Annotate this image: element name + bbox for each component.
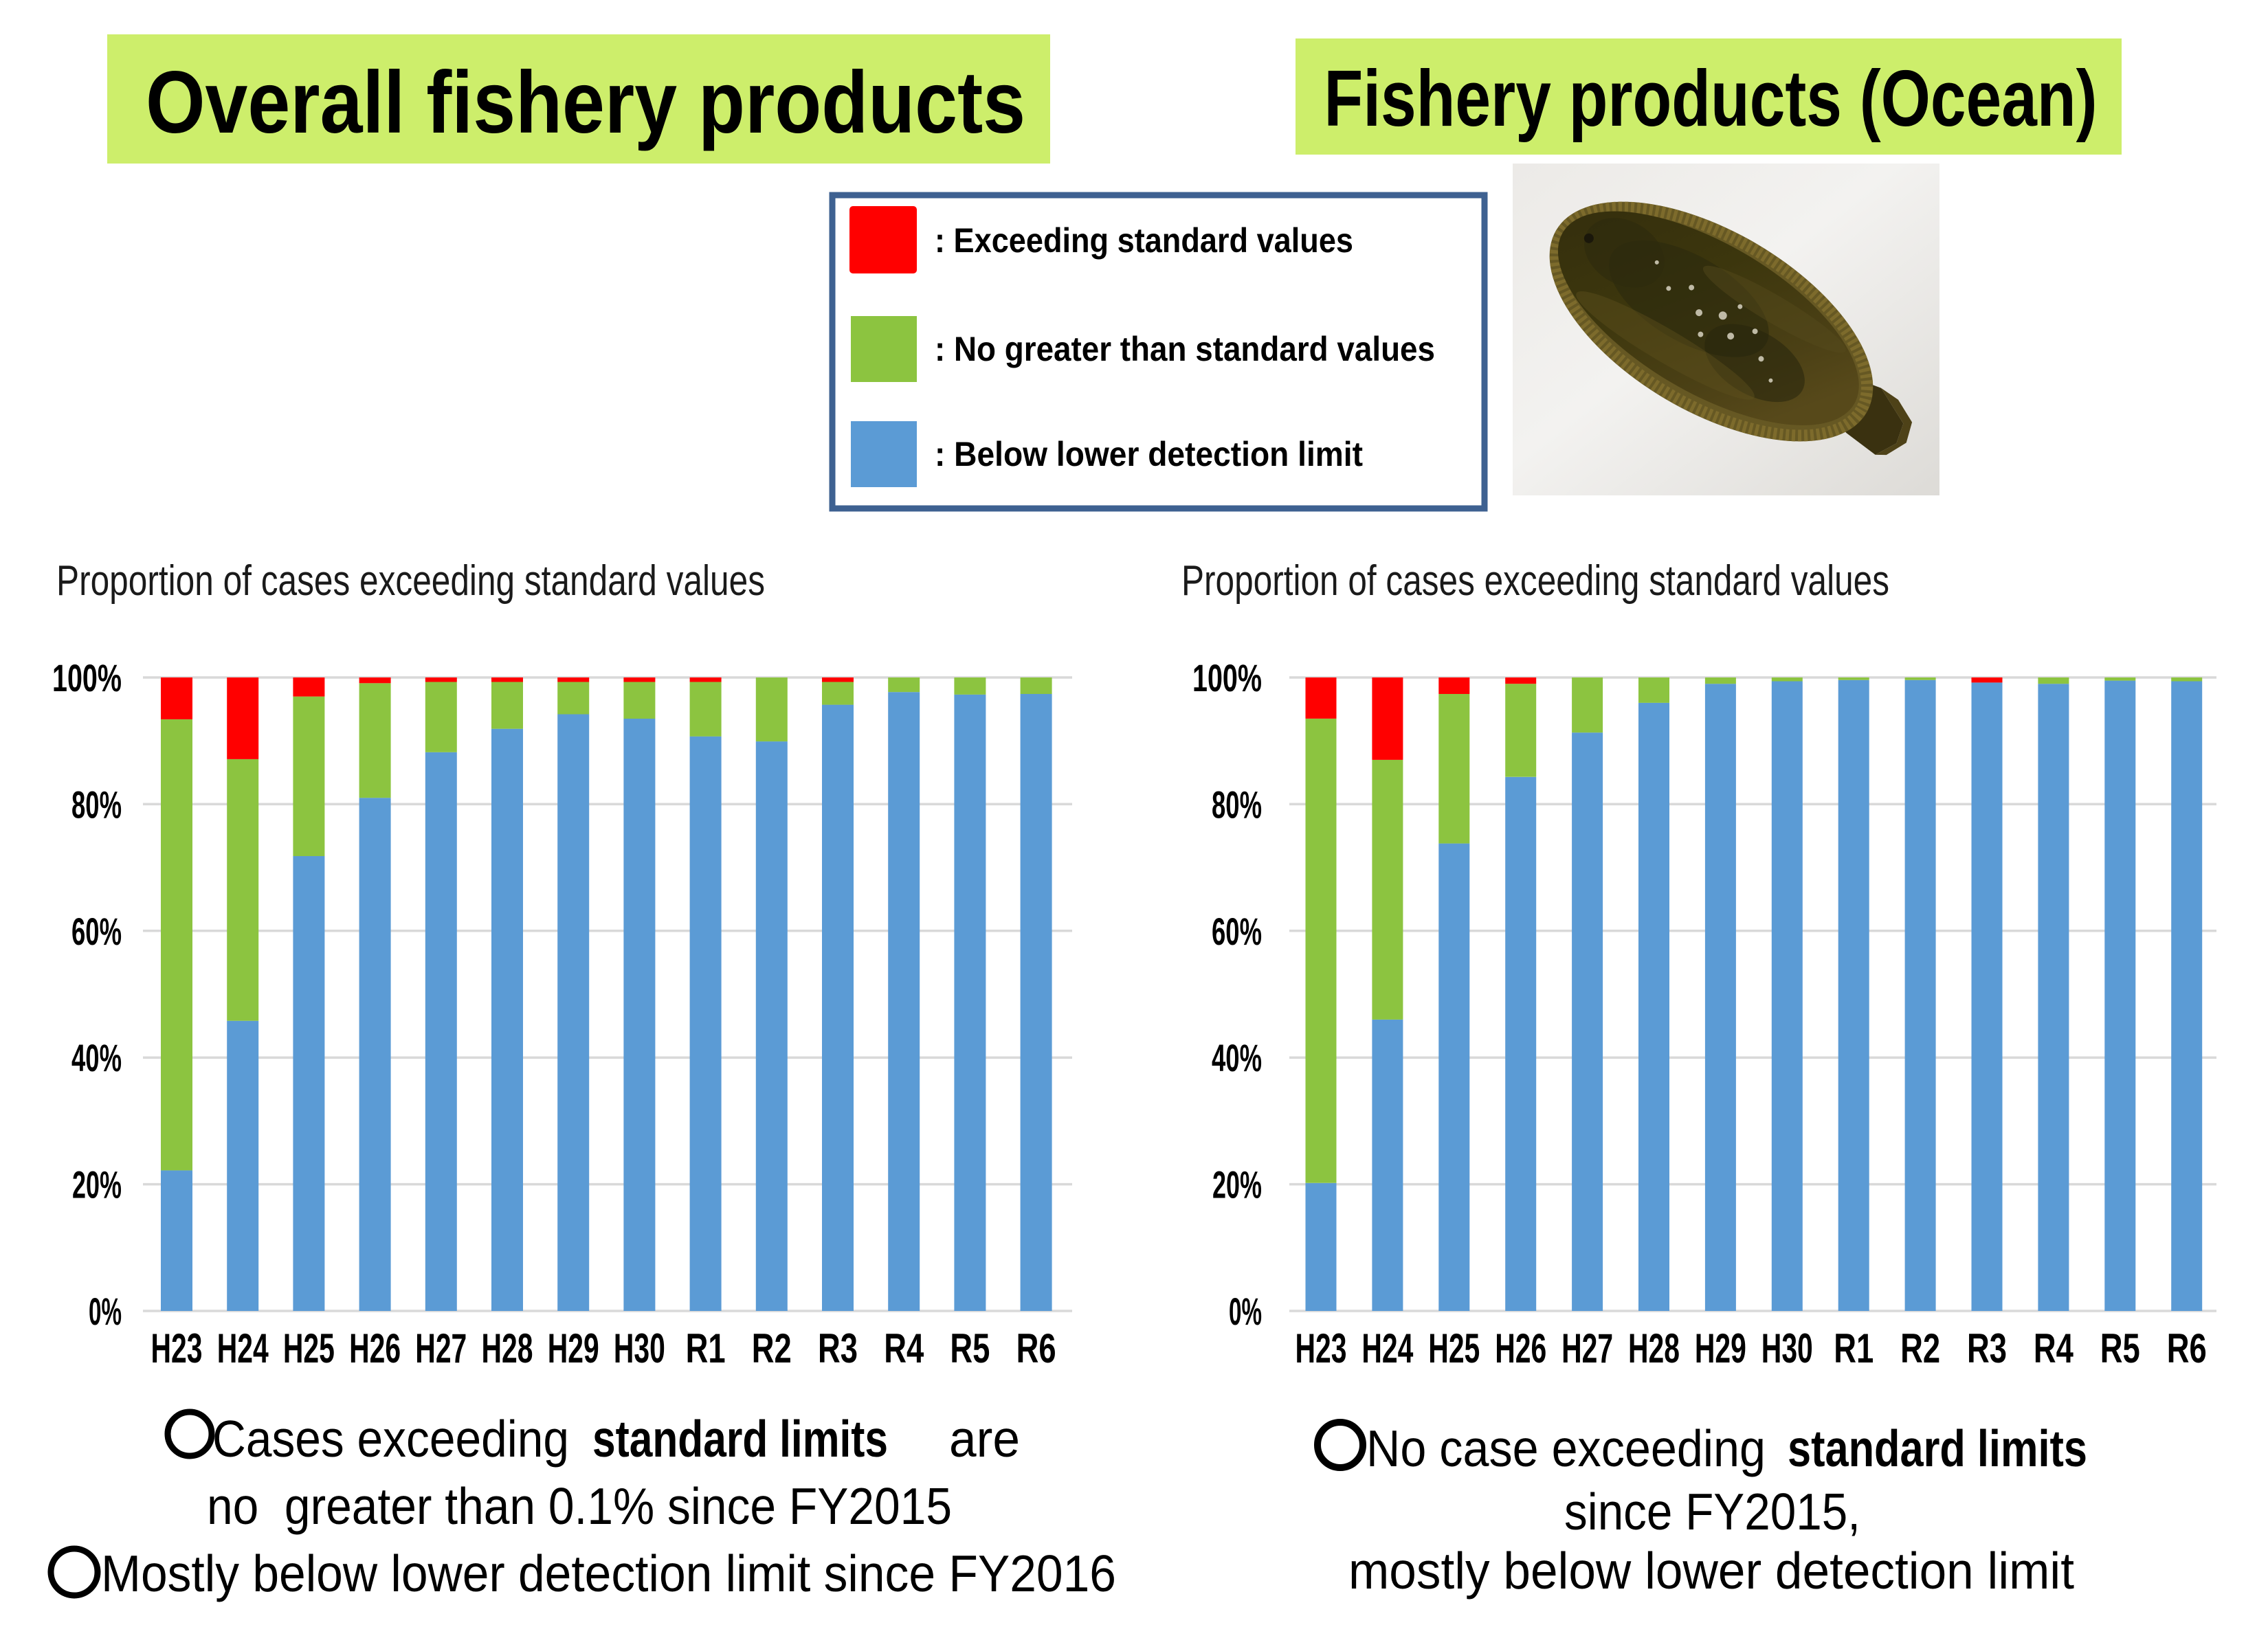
- svg-text:H24: H24: [1361, 1325, 1413, 1371]
- svg-text:since FY2015,: since FY2015,: [1564, 1483, 1860, 1540]
- svg-text:: Exceeding standard values: : Exceeding standard values: [935, 221, 1353, 260]
- svg-text:40%: 40%: [1212, 1036, 1262, 1079]
- svg-text:Mostly below lower detection l: Mostly below lower detection limit since…: [101, 1545, 1116, 1602]
- svg-text:R1: R1: [1834, 1325, 1874, 1371]
- svg-text:Proportion of cases exceeding: Proportion of cases exceeding standard v…: [56, 557, 765, 605]
- svg-text:H28: H28: [482, 1325, 533, 1371]
- svg-text:R6: R6: [1016, 1325, 1056, 1371]
- svg-text:0%: 0%: [1229, 1290, 1262, 1333]
- svg-text:H30: H30: [614, 1325, 665, 1371]
- svg-text:H28: H28: [1628, 1325, 1680, 1371]
- svg-text:20%: 20%: [1212, 1163, 1262, 1207]
- svg-text:R5: R5: [2100, 1325, 2140, 1371]
- svg-text:no greater than 0.1% since FY: no greater than 0.1% since FY2015: [207, 1477, 952, 1535]
- svg-text:80%: 80%: [71, 783, 122, 826]
- svg-text:mostly below lower detection l: mostly below lower detection limit: [1348, 1542, 2074, 1600]
- svg-text:R3: R3: [1967, 1325, 2007, 1371]
- svg-text:40%: 40%: [71, 1036, 122, 1079]
- svg-text:H23: H23: [151, 1325, 203, 1371]
- svg-text:H30: H30: [1761, 1325, 1813, 1371]
- svg-text:are: are: [949, 1410, 1020, 1468]
- svg-text:Overall fishery products: Overall fishery products: [146, 54, 1025, 152]
- svg-text:R3: R3: [818, 1325, 858, 1371]
- svg-text:Cases exceeding: Cases exceeding: [212, 1410, 569, 1468]
- svg-text:100%: 100%: [1192, 656, 1262, 699]
- svg-text:100%: 100%: [52, 656, 122, 699]
- svg-text:R1: R1: [686, 1325, 726, 1371]
- svg-text:H26: H26: [349, 1325, 401, 1371]
- svg-text:H29: H29: [1695, 1325, 1746, 1371]
- svg-text:H27: H27: [1561, 1325, 1613, 1371]
- svg-text:0%: 0%: [89, 1290, 122, 1333]
- svg-text:No case exceeding: No case exceeding: [1366, 1420, 1766, 1477]
- svg-text:R4: R4: [2034, 1325, 2074, 1371]
- svg-text:60%: 60%: [1212, 910, 1262, 953]
- svg-text:Proportion of cases exceeding: Proportion of cases exceeding standard v…: [1181, 557, 1889, 605]
- svg-text:standard limits: standard limits: [1788, 1420, 2087, 1477]
- svg-text:R5: R5: [950, 1325, 990, 1371]
- svg-text:H26: H26: [1495, 1325, 1546, 1371]
- svg-text:H25: H25: [1428, 1325, 1480, 1371]
- svg-text:H25: H25: [283, 1325, 335, 1371]
- svg-text:H24: H24: [217, 1325, 269, 1371]
- svg-text:: No greater than standard val: : No greater than standard values: [935, 330, 1435, 368]
- svg-text:H27: H27: [415, 1325, 467, 1371]
- svg-text:80%: 80%: [1212, 783, 1262, 826]
- svg-text:H29: H29: [548, 1325, 599, 1371]
- svg-text:R4: R4: [884, 1325, 924, 1371]
- svg-text:20%: 20%: [72, 1163, 122, 1207]
- svg-text:: Below lower detection limit: : Below lower detection limit: [935, 435, 1363, 473]
- svg-text:standard limits: standard limits: [592, 1410, 888, 1468]
- svg-text:R6: R6: [2167, 1325, 2207, 1371]
- svg-text:Fishery products (Ocean): Fishery products (Ocean): [1324, 54, 2098, 143]
- svg-text:R2: R2: [752, 1325, 792, 1371]
- svg-text:60%: 60%: [71, 910, 122, 953]
- svg-text:H23: H23: [1296, 1325, 1347, 1371]
- svg-text:R2: R2: [1900, 1325, 1940, 1371]
